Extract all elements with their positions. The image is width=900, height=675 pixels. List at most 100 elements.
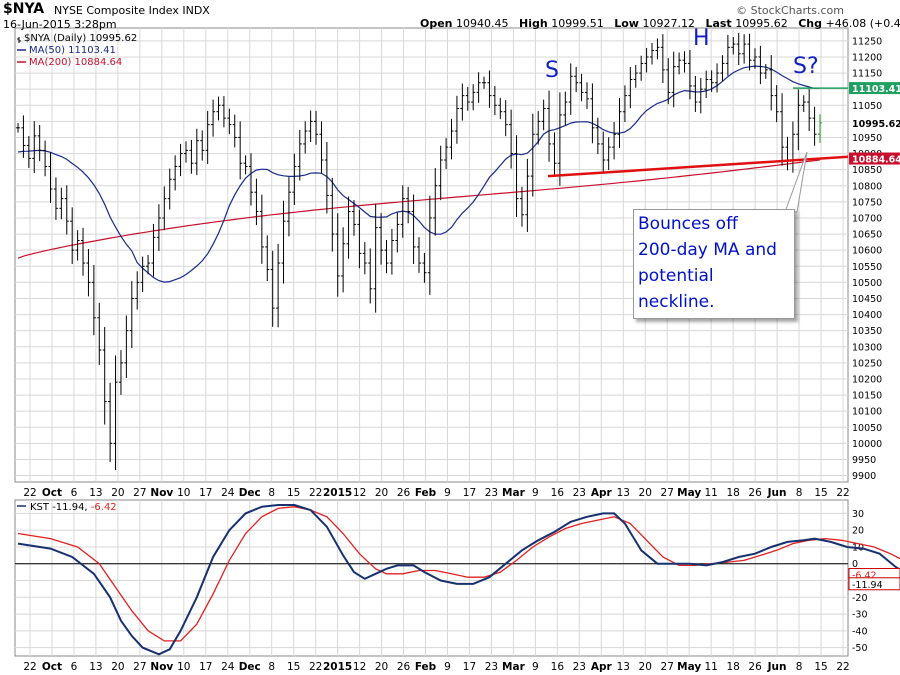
x-tick-label-mid: 16: [551, 487, 565, 499]
x-tick-label-mid: 26: [748, 487, 762, 499]
price-y-tick: 11050: [852, 101, 882, 112]
annotation-box: Bounces off 200-day MA and potential nec…: [633, 209, 795, 319]
legend-price: $NYA (Daily) 10995.62: [24, 33, 137, 44]
price-y-tick: 10800: [852, 181, 882, 192]
price-y-tick: 10550: [852, 262, 882, 273]
price-y-tick: 10750: [852, 197, 882, 208]
ma200-line: [17, 159, 821, 259]
x-tick-label-bottom: Oct: [42, 661, 62, 673]
quote-bar: Open 10940.45 High 10999.51 Low 10927.12…: [420, 17, 900, 30]
tag-last: 10995.62: [852, 119, 900, 130]
kst-tag-signal: -6.42: [852, 571, 877, 582]
x-tick-label-bottom: 13: [617, 661, 630, 673]
x-tick-label-mid: 12: [353, 487, 366, 499]
price-y-tick: 10600: [852, 246, 882, 257]
x-tick-label-mid: Dec: [239, 487, 261, 499]
x-tick-label-bottom: 17: [463, 661, 476, 673]
kst-legend-signal-value: -6.42: [88, 502, 117, 513]
x-tick-label-mid: Oct: [42, 487, 62, 499]
x-tick-label-bottom: 2015: [323, 661, 352, 673]
x-tick-label-bottom: 8: [796, 661, 803, 673]
x-tick-label-mid: 20: [639, 487, 652, 499]
x-tick-label-bottom: 9: [532, 661, 539, 673]
price-y-tick: 10850: [852, 165, 882, 176]
high-label: High: [519, 17, 548, 30]
kst-tag-kst: -11.94: [852, 580, 883, 591]
x-tick-label-mid: 23: [573, 487, 586, 499]
x-tick-label-mid: 27: [661, 487, 674, 499]
ma50-line: [17, 65, 821, 283]
x-tick-label-bottom: 6: [71, 661, 78, 673]
kst-y-tick: 30: [852, 509, 864, 520]
price-y-tick: 10500: [852, 278, 882, 289]
x-tick-label-bottom: 23: [573, 661, 586, 673]
legend-ma50: MA(50) 11103.41: [29, 45, 116, 56]
x-tick-label-mid: 17: [463, 487, 476, 499]
low-label: Low: [614, 17, 639, 30]
price-y-tick: 9900: [852, 471, 876, 482]
x-tick-label-bottom: 9: [444, 661, 451, 673]
kst-panel-frame: [14, 499, 849, 657]
symbol-title: $NYA: [3, 1, 45, 17]
x-tick-label-bottom: 8: [268, 661, 275, 673]
price-y-tick: 10400: [852, 310, 882, 321]
price-y-tick: 10100: [852, 407, 882, 418]
x-tick-label-bottom: Dec: [239, 661, 261, 673]
x-tick-label-mid: Apr: [591, 487, 613, 499]
x-tick-label-mid: 15: [814, 487, 827, 499]
x-tick-label-bottom: Nov: [150, 661, 173, 673]
x-tick-label-bottom: 10: [177, 661, 190, 673]
price-y-tick: 10150: [852, 391, 882, 402]
kst-line: [17, 504, 900, 656]
x-tick-label-mid: 23: [485, 487, 498, 499]
price-y-tick: 10300: [852, 342, 882, 353]
x-tick-label-mid: 15: [287, 487, 300, 499]
x-tick-label-mid: Mar: [502, 487, 526, 499]
tag-ma200: 10884.64: [852, 155, 900, 166]
right-shoulder-label: S?: [793, 54, 819, 79]
kst-y-tick: 0: [852, 559, 858, 570]
price-y-tick: 10950: [852, 133, 882, 144]
x-tick-label-bottom: 12: [353, 661, 366, 673]
x-tick-label-bottom: Mar: [502, 661, 526, 673]
legend-ma200: MA(200) 10884.64: [29, 57, 122, 68]
x-tick-label-mid: 24: [221, 487, 235, 499]
x-tick-label-mid: 20: [375, 487, 388, 499]
x-tick-label-bottom: 11: [704, 661, 717, 673]
x-tick-label-bottom: 27: [661, 661, 674, 673]
price-y-tick: 10200: [852, 374, 882, 385]
index-name: NYSE Composite Index INDX: [54, 4, 210, 17]
price-y-tick: 10450: [852, 294, 882, 305]
x-tick-label-bottom: 22: [309, 661, 322, 673]
x-tick-label-bottom: Feb: [415, 661, 437, 673]
x-tick-label-bottom: 26: [397, 661, 411, 673]
x-tick-label-bottom: 13: [89, 661, 102, 673]
x-tick-label-mid: 9: [444, 487, 451, 499]
x-tick-label-mid: 22: [309, 487, 322, 499]
x-tick-label-mid: 11: [704, 487, 717, 499]
x-tick-label-mid: 17: [199, 487, 212, 499]
price-y-tick: 10000: [852, 439, 882, 450]
x-tick-label-bottom: 17: [199, 661, 212, 673]
x-tick-label-bottom: 15: [814, 661, 827, 673]
x-tick-label-mid: 13: [617, 487, 630, 499]
tag-ma50: 11103.41: [852, 84, 900, 95]
x-tick-label-mid: 2015: [323, 487, 352, 499]
x-tick-label-mid: 6: [71, 487, 78, 499]
kst-legend-text: KST -11.94, -6.42: [30, 502, 117, 513]
x-tick-label-bottom: 20: [639, 661, 652, 673]
neckline: [547, 155, 849, 178]
x-tick-label-bottom: 22: [23, 661, 36, 673]
x-tick-label-mid: 9: [532, 487, 539, 499]
price-y-tick: 10250: [852, 358, 882, 369]
x-tick-label-mid: Nov: [150, 487, 173, 499]
x-tick-label-bottom: 20: [111, 661, 124, 673]
x-tick-label-mid: 22: [836, 487, 849, 499]
last-value: 10995.62: [735, 17, 788, 30]
x-tick-label-mid: 10: [177, 487, 190, 499]
tag-last-bg: [849, 116, 900, 129]
x-tick-label-mid: 20: [111, 487, 124, 499]
kst-y-tick: -40: [852, 626, 868, 637]
tag-ma50-bg: [849, 82, 900, 95]
